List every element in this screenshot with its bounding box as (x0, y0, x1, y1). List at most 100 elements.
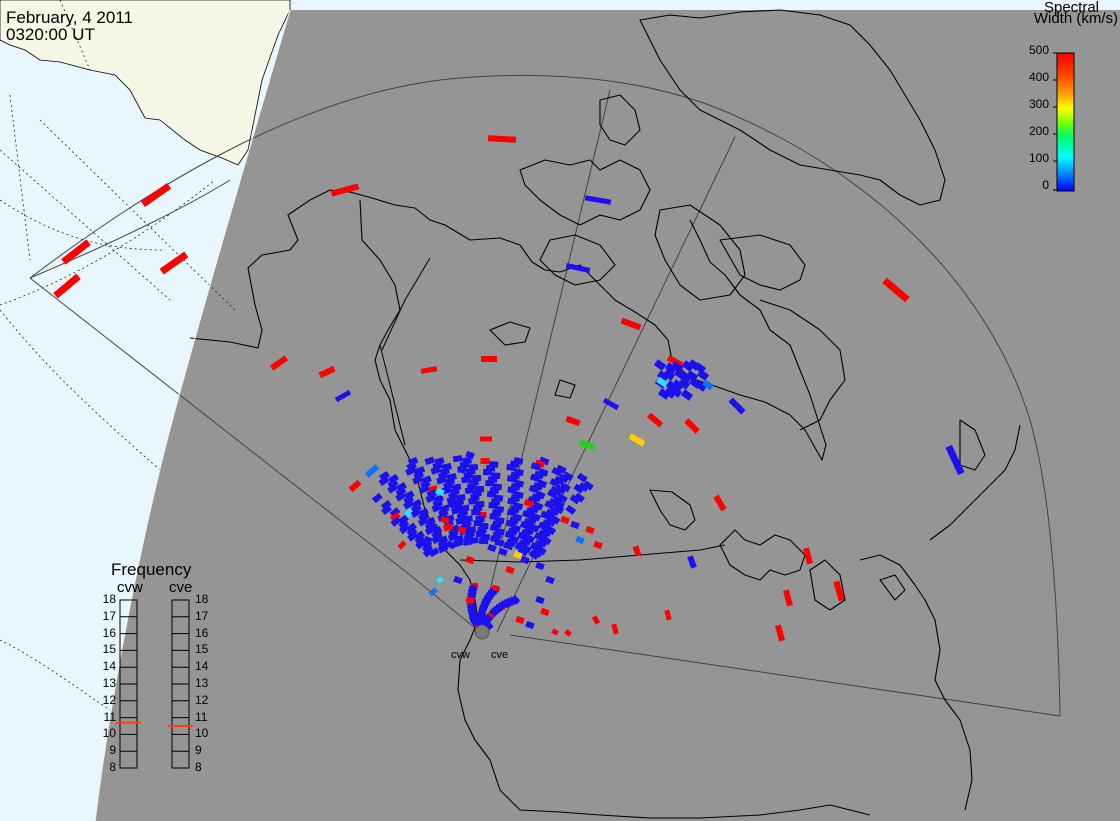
scatter-cell (410, 508, 422, 518)
scatter-cell (440, 515, 450, 525)
scatter-cell (431, 503, 443, 513)
scatter-cell (521, 509, 533, 519)
scatter-cell (453, 575, 463, 585)
scatter-cell (431, 530, 443, 540)
colorbar-ticks (1053, 52, 1057, 191)
scatter-cell (537, 521, 549, 532)
colorbar-tick-label: 0 (1042, 178, 1049, 192)
scatter-cell (514, 542, 526, 552)
scatter-cell (528, 549, 540, 560)
scatter-cell (398, 519, 410, 530)
scatter-cell (534, 490, 546, 500)
scatter-cell (530, 462, 541, 471)
radar-site-marker (474, 624, 490, 640)
frequency-tick-label: 9 (109, 743, 116, 758)
frequency-tick-label: 10 (102, 726, 116, 741)
scatter-cell (511, 595, 521, 604)
scatter-cell (411, 498, 422, 509)
scatter-cell (447, 533, 459, 542)
frequency-scale-cvw (116, 599, 141, 769)
frequency-tick-label: 13 (102, 676, 116, 690)
scatter-echoes (53, 135, 965, 642)
scatter-cell (419, 484, 430, 494)
scatter-cell (486, 491, 497, 498)
frequency-tick-label: 11 (103, 709, 116, 724)
scatter-cell (406, 522, 417, 533)
scatter-cell (553, 475, 565, 486)
scatter-cell (680, 389, 694, 401)
scatter-cell (447, 500, 457, 510)
scatter-cell (405, 466, 416, 476)
frequency-tick-label: 12 (102, 692, 116, 707)
colorbar-tick-label: 500 (1028, 43, 1049, 57)
scatter-cell (404, 508, 414, 518)
frequency-tick-label: 18 (195, 592, 209, 606)
scatter-cell (574, 492, 585, 503)
scatter-cell (529, 473, 541, 483)
scatter-cell (387, 483, 398, 494)
scatter-cell (664, 609, 672, 621)
scatter-cell (653, 359, 667, 371)
scatter-cell (388, 473, 399, 484)
scatter-cell (523, 517, 534, 527)
scatter-cell (378, 476, 390, 487)
frequency-title: Frequency (111, 560, 192, 579)
scatter-cell (565, 504, 577, 515)
scatter-cell (578, 481, 589, 493)
scatter-cell (446, 540, 456, 550)
scatter-cell (531, 493, 542, 503)
scatter-cell (465, 595, 475, 605)
scatter-cell (632, 545, 642, 557)
scatter-cell (479, 537, 489, 545)
scatter-cell (477, 612, 485, 618)
scatter-cell (390, 516, 402, 527)
scatter-cell (489, 608, 498, 616)
scatter-cell (517, 531, 528, 541)
frequency-scale-cve (168, 599, 193, 769)
scatter-cell (431, 526, 443, 536)
scatter-cell (485, 479, 495, 487)
frequency-tick-label: 15 (102, 642, 116, 657)
scatter-cell (318, 365, 336, 379)
scatter-cell (664, 362, 678, 374)
scatter-cell (465, 450, 475, 460)
scatter-cell (461, 476, 471, 484)
scatter-cell (505, 565, 515, 575)
scatter-cell (488, 502, 498, 509)
scatter-cell (558, 473, 570, 484)
terminator (94, 9, 291, 821)
frequency-tick-label: 11 (195, 709, 208, 724)
scatter-cell (468, 498, 478, 505)
scatter-cell (684, 418, 700, 434)
scatter-cell (593, 540, 603, 550)
frequency-tick-label: 14 (102, 659, 116, 674)
radar-label-cvw: cvw (451, 649, 470, 661)
scatter-cell (457, 525, 467, 535)
scatter-cell (611, 623, 619, 635)
scatter-cell (506, 463, 516, 472)
frequency-tick-label: 18 (102, 592, 116, 606)
scatter-cell (489, 524, 500, 532)
scatter-cell (437, 539, 449, 549)
scatter-cell (562, 471, 574, 482)
scatter-cell (471, 508, 481, 516)
scatter-cell (487, 135, 517, 143)
scatter-cell (506, 508, 517, 517)
frequency-tick-label: 12 (195, 692, 209, 707)
scatter-cell (646, 412, 664, 428)
scatter-cell (545, 508, 556, 519)
scatter-cell (403, 499, 414, 510)
scatter-cell (269, 355, 289, 371)
scatter-cell (570, 520, 580, 530)
scatter-cell (525, 506, 536, 516)
scatter-cell (565, 263, 591, 273)
colorbar-tick-label: 400 (1028, 70, 1049, 84)
day-land (0, 0, 291, 166)
scatter-cell (498, 547, 508, 557)
scatter-cell (395, 486, 407, 497)
scatter-cell (575, 535, 585, 545)
scatter-cell (481, 356, 497, 362)
scatter-cell (483, 614, 493, 622)
